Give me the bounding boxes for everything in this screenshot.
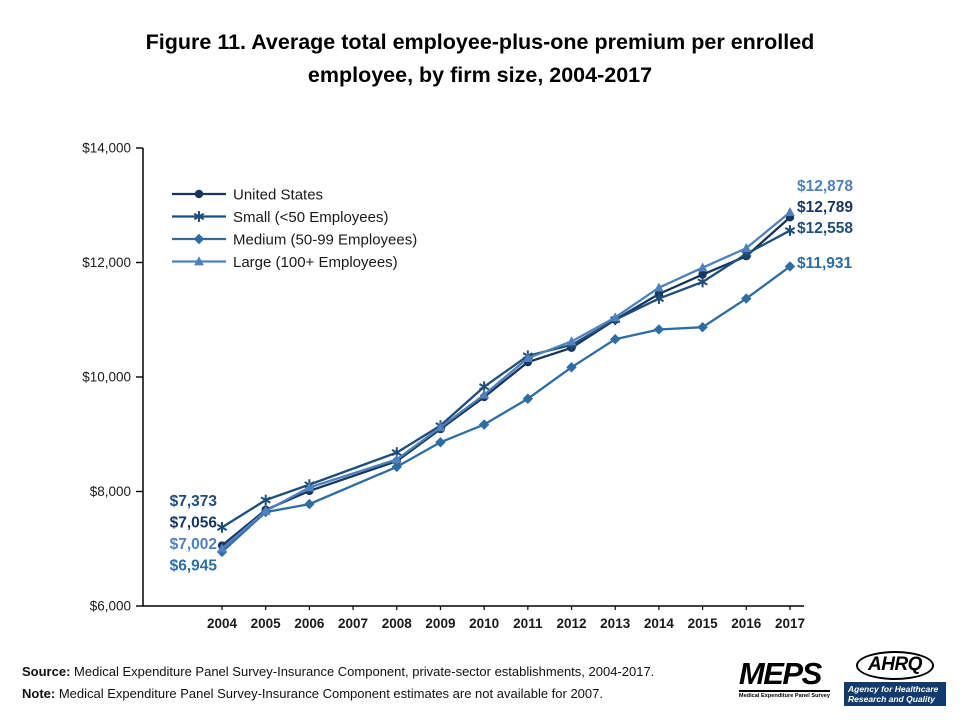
meps-logo: MEPS Medical Expenditure Panel Survey (738, 658, 830, 699)
end-value-label: $12,878 (797, 178, 853, 195)
meps-logo-subtitle: Medical Expenditure Panel Survey (738, 692, 830, 699)
legend-label: Large (100+ Employees) (233, 254, 398, 271)
start-value-label: $7,373 (170, 493, 218, 510)
series-medium-50-99-employees (216, 261, 796, 558)
legend-label: United States (233, 187, 323, 204)
legend-item-small-50-employees: Small (<50 Employees) (172, 209, 388, 226)
meps-logo-wordmark: MEPS (738, 658, 830, 692)
legend-item-medium-50-99-employees: Medium (50-99 Employees) (172, 232, 417, 249)
end-value-label: $12,789 (797, 199, 853, 216)
source-text: Medical Expenditure Panel Survey-Insuran… (74, 664, 655, 680)
x-tick-label: 2007 (338, 616, 368, 631)
logo-group: MEPS Medical Expenditure Panel Survey AH… (738, 650, 946, 706)
x-tick-label: 2013 (600, 616, 631, 631)
x-tick-label: 2004 (207, 616, 238, 631)
ahrq-logo: AHRQ Agency for Healthcare Research and … (844, 650, 946, 706)
source-label: Source: (22, 664, 71, 680)
x-tick-label: 2015 (688, 616, 719, 631)
x-tick-label: 2009 (425, 616, 455, 631)
axes: $6,000 $8,000 $10,000 $12,000 $14,000 2004 200… (82, 141, 805, 632)
figure-title: Figure 11. Average total employee-plus-o… (0, 26, 960, 93)
note-line: Note: Medical Expenditure Panel Survey-I… (22, 683, 654, 704)
y-tick-label: $14,000 (82, 141, 131, 156)
x-tick-label: 2011 (513, 616, 543, 631)
x-tick-label: 2016 (731, 616, 762, 631)
x-tick-label: 2006 (294, 616, 325, 631)
end-value-label: $12,558 (797, 220, 853, 237)
x-tick-label: 2014 (644, 616, 675, 631)
x-tick-label: 2010 (469, 616, 499, 631)
figure-title-line1: Figure 11. Average total employee-plus-o… (145, 30, 815, 54)
ahrq-logo-tagline: Agency for Healthcare Research and Quali… (844, 681, 946, 706)
legend-item-united-states: United States (172, 187, 323, 204)
x-tick-label: 2017 (775, 616, 805, 631)
legend-label: Small (<50 Employees) (233, 209, 388, 226)
end-value-label: $11,931 (797, 255, 853, 272)
ahrq-logo-wordmark: AHRQ (856, 650, 934, 680)
y-tick-label: $12,000 (82, 255, 131, 270)
x-tick-label: 2012 (556, 616, 586, 631)
source-line: Source: Medical Expenditure Panel Survey… (22, 661, 654, 682)
chart-legend: United States Small (<50 Employees) Medium… (172, 187, 417, 271)
start-value-label: $6,945 (170, 558, 218, 575)
x-tick-label: 2005 (251, 616, 282, 631)
y-tick-label: $6,000 (90, 599, 131, 614)
figure-footnotes: Source: Medical Expenditure Panel Survey… (22, 661, 654, 704)
y-tick-label: $8,000 (90, 484, 131, 499)
x-tick-label: 2008 (382, 616, 413, 631)
note-text: Medical Expenditure Panel Survey-Insuran… (58, 685, 603, 701)
legend-label: Medium (50-99 Employees) (233, 232, 417, 249)
start-value-label: $7,002 (170, 536, 217, 553)
note-label: Note: (22, 685, 56, 701)
y-tick-label: $10,000 (82, 370, 131, 385)
start-value-label: $7,056 (170, 515, 218, 532)
series-large-100-employees (217, 207, 795, 553)
legend-item-large-100-employees: Large (100+ Employees) (172, 254, 398, 271)
figure-title-line2: employee, by firm size, 2004-2017 (307, 63, 653, 88)
